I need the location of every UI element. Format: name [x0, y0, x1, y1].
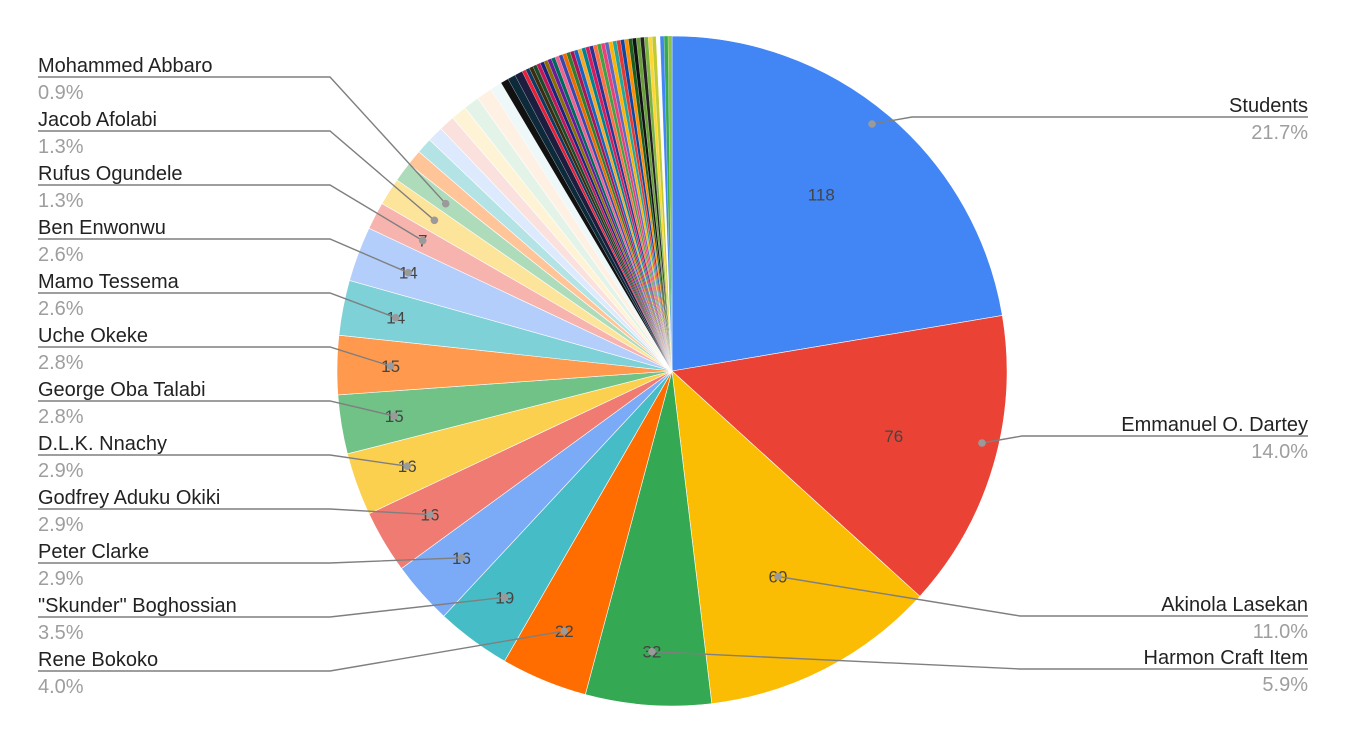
- pie-slices: [336, 35, 1008, 707]
- pie-slice-akinola-lasekan: [671, 370, 921, 704]
- leader-line-skunder-boghossian: [38, 596, 505, 618]
- leader-line-students: [871, 116, 1308, 125]
- leader-dot-mamo-tessema: [391, 313, 400, 322]
- legend-name-harmon-craft-item: Harmon Craft Item: [1144, 647, 1308, 669]
- legend-percent-uche-okeke: 2.8%: [38, 352, 84, 374]
- leader-dot-mohammed-abbaro: [441, 199, 450, 208]
- legend-name-skunder-boghossian: "Skunder" Boghossian: [38, 595, 237, 617]
- legend-name-students: Students: [1229, 95, 1308, 117]
- legend-label-emmanuel-o-dartey: Emmanuel O. Dartey 14.0%: [978, 414, 1308, 463]
- legend-label-mamo-tessema: Mamo Tessema 2.6%: [38, 271, 400, 322]
- leader-line-godfrey-aduku-okiki: [38, 508, 431, 516]
- leader-line-uche-okeke: [38, 346, 391, 367]
- legend-label-peter-clarke: Peter Clarke 2.9%: [38, 541, 466, 590]
- legend-name-peter-clarke: Peter Clarke: [38, 541, 149, 563]
- legend-name-godfrey-aduku-okiki: Godfrey Aduku Okiki: [38, 487, 220, 509]
- leader-line-jacob-afolabi: [38, 130, 435, 221]
- legend-percent-mohammed-abbaro: 0.9%: [38, 82, 84, 104]
- legend-percent-godfrey-aduku-okiki: 2.9%: [38, 514, 84, 536]
- legend-label-george-oba-talabi: George Oba Talabi 2.8%: [38, 379, 399, 428]
- slice-value-label-emmanuel-o-dartey: 76: [884, 427, 903, 446]
- legend-name-george-oba-talabi: George Oba Talabi: [38, 379, 206, 401]
- leader-dot-students: [868, 120, 876, 128]
- legend-label-jacob-afolabi: Jacob Afolabi 1.3%: [38, 109, 439, 225]
- leader-dot-skunder-boghossian: [500, 593, 509, 602]
- leader-line-ben-enwonwu: [38, 238, 409, 274]
- pie-slice-students: [671, 35, 1003, 372]
- legend-label-students: Students 21.7%: [868, 95, 1308, 144]
- legend-percent-akinola-lasekan: 11.0%: [1253, 621, 1308, 643]
- legend-label-uche-okeke: Uche Okeke 2.8%: [38, 325, 395, 374]
- leader-dot-rufus-ogundele: [418, 236, 427, 245]
- leader-line-harmon-craft-item: [651, 651, 1308, 670]
- slice-value-label-students: 118: [808, 186, 835, 205]
- pie-slice-unlabeled-65: [667, 35, 673, 372]
- leader-dot-peter-clarke: [457, 554, 466, 562]
- leader-line-emmanuel-o-dartey: [981, 435, 1308, 444]
- legend-percent-students: 21.7%: [1251, 122, 1308, 144]
- leader-line-d-l-k-nnachy: [38, 454, 408, 467]
- legend-percent-ben-enwonwu: 2.6%: [38, 244, 84, 266]
- leader-line-rufus-ogundele: [38, 184, 424, 242]
- legend-label-rufus-ogundele: Rufus Ogundele 1.3%: [38, 163, 427, 245]
- leader-line-mohammed-abbaro: [38, 76, 447, 205]
- legend-name-mohammed-abbaro: Mohammed Abbaro: [38, 55, 213, 77]
- legend-label-harmon-craft-item: Harmon Craft Item 5.9%: [648, 647, 1308, 696]
- legend-label-rene-bokoko: Rene Bokoko 4.0%: [38, 627, 569, 698]
- legend-name-rufus-ogundele: Rufus Ogundele: [38, 163, 183, 185]
- legend-label-ben-enwonwu: Ben Enwonwu 2.6%: [38, 217, 413, 277]
- legend-label-skunder-boghossian: "Skunder" Boghossian 3.5%: [38, 593, 509, 644]
- legend-label-mohammed-abbaro: Mohammed Abbaro 0.9%: [38, 55, 450, 208]
- legend-percent-harmon-craft-item: 5.9%: [1262, 674, 1308, 696]
- legend-percent-skunder-boghossian: 3.5%: [38, 622, 84, 644]
- leader-line-rene-bokoko: [38, 630, 565, 672]
- leader-dot-rene-bokoko: [560, 627, 569, 635]
- legend-name-mamo-tessema: Mamo Tessema: [38, 271, 180, 293]
- legend-labels: Students 21.7% Emmanuel O. Dartey 14.0% Akin…: [38, 55, 1308, 698]
- legend-name-ben-enwonwu: Ben Enwonwu: [38, 217, 166, 239]
- leader-dot-harmon-craft-item: [648, 647, 656, 656]
- leader-dot-d-l-k-nnachy: [403, 462, 412, 471]
- legend-percent-jacob-afolabi: 1.3%: [38, 136, 84, 158]
- leader-line-akinola-lasekan: [777, 575, 1308, 617]
- leader-dot-george-oba-talabi: [390, 412, 399, 420]
- legend-name-rene-bokoko: Rene Bokoko: [38, 649, 158, 671]
- leader-dot-jacob-afolabi: [430, 216, 439, 225]
- legend-label-godfrey-aduku-okiki: Godfrey Aduku Okiki 2.9%: [38, 487, 434, 536]
- legend-percent-mamo-tessema: 2.6%: [38, 298, 84, 320]
- legend-name-uche-okeke: Uche Okeke: [38, 325, 148, 347]
- leader-dot-emmanuel-o-dartey: [978, 439, 986, 447]
- legend-label-d-l-k-nnachy: D.L.K. Nnachy 2.9%: [38, 433, 412, 482]
- pie-slice-harmon-craft-item: [584, 370, 713, 707]
- leader-line-george-oba-talabi: [38, 400, 395, 417]
- legend-percent-rufus-ogundele: 1.3%: [38, 190, 84, 212]
- legend-percent-d-l-k-nnachy: 2.9%: [38, 460, 84, 482]
- leader-line-mamo-tessema: [38, 292, 396, 319]
- legend-label-akinola-lasekan: Akinola Lasekan 11.0%: [774, 572, 1308, 643]
- leader-line-peter-clarke: [38, 557, 462, 564]
- leader-dot-godfrey-aduku-okiki: [426, 510, 434, 519]
- leader-dot-uche-okeke: [386, 362, 395, 370]
- leader-dot-akinola-lasekan: [774, 572, 782, 581]
- pie-slice-emmanuel-o-dartey: [671, 315, 1008, 597]
- leader-dot-ben-enwonwu: [404, 268, 413, 277]
- legend-name-jacob-afolabi: Jacob Afolabi: [38, 109, 157, 131]
- legend-name-akinola-lasekan: Akinola Lasekan: [1161, 594, 1308, 616]
- legend-percent-peter-clarke: 2.9%: [38, 568, 84, 590]
- legend-name-emmanuel-o-dartey: Emmanuel O. Dartey: [1121, 414, 1308, 436]
- legend-percent-george-oba-talabi: 2.8%: [38, 406, 84, 428]
- legend-percent-rene-bokoko: 4.0%: [38, 676, 84, 698]
- legend-name-d-l-k-nnachy: D.L.K. Nnachy: [38, 433, 167, 455]
- legend-percent-emmanuel-o-dartey: 14.0%: [1251, 441, 1308, 463]
